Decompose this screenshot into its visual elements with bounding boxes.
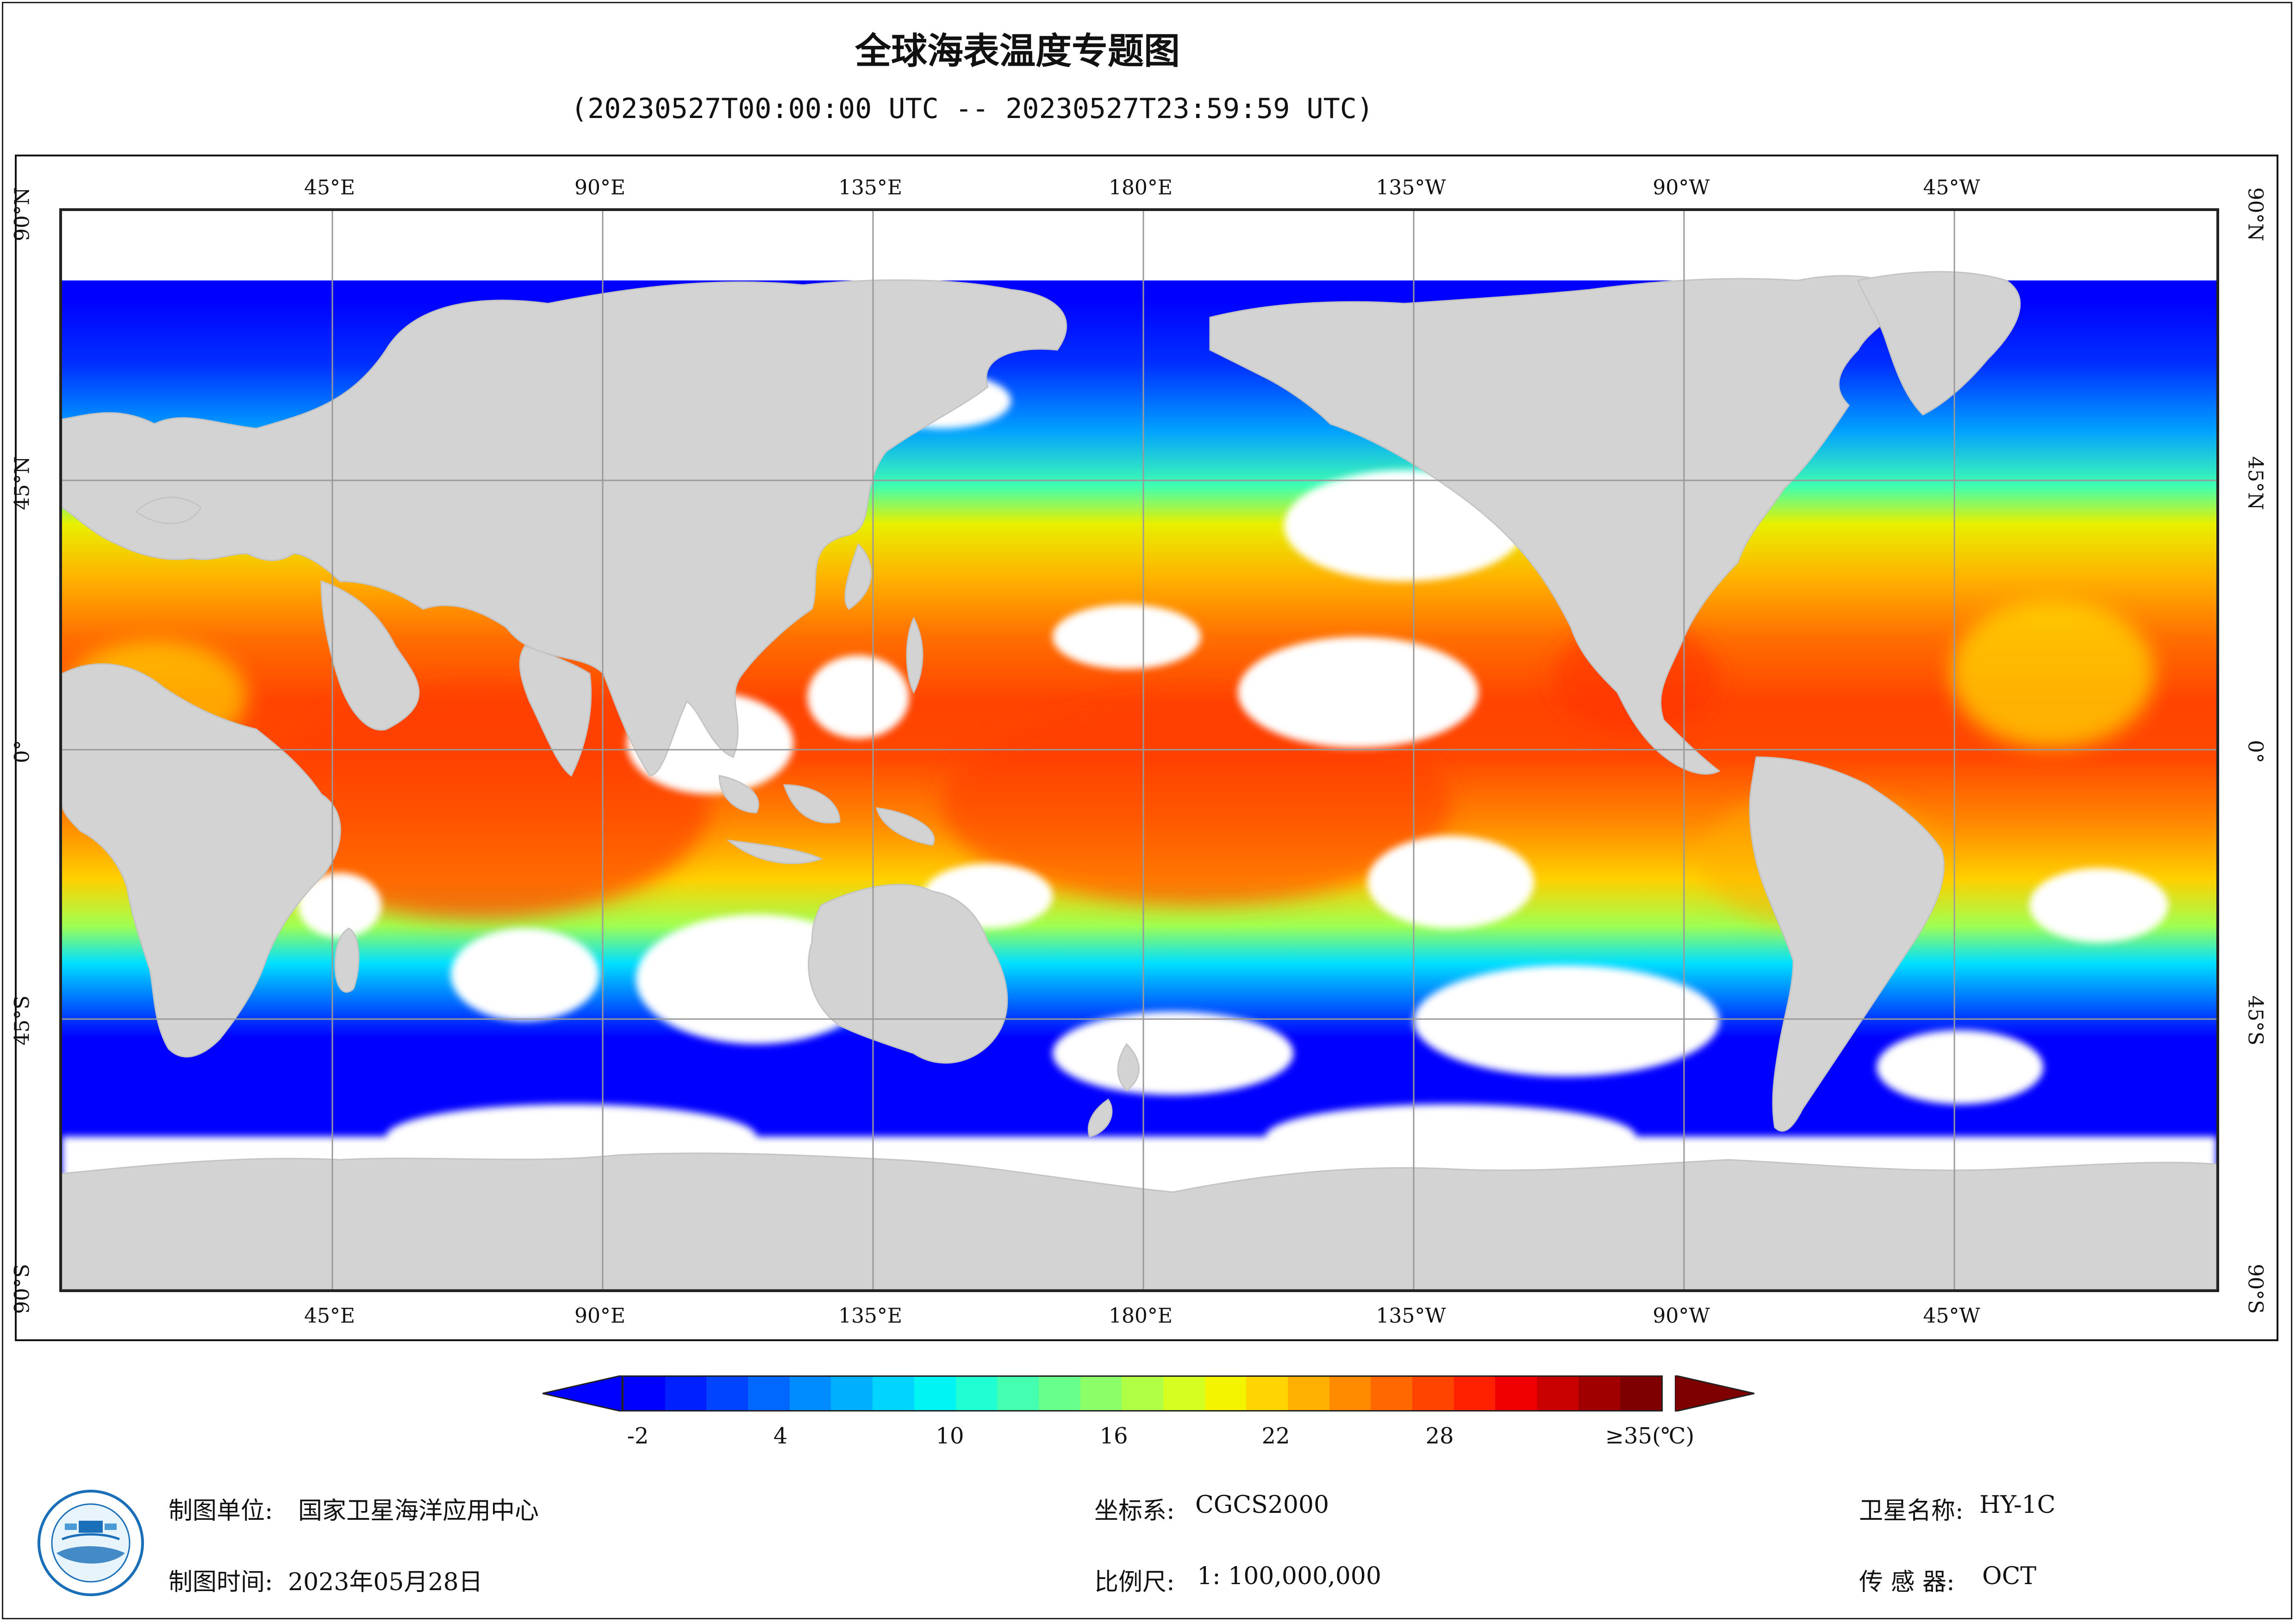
scale-label: 比例尺: xyxy=(1094,1568,1175,1596)
lon-label-45w-top: 45°W xyxy=(1923,176,1980,199)
colorbar-segment xyxy=(1371,1377,1413,1410)
colorbar-segment xyxy=(1495,1377,1537,1410)
lat-label-90n-right: 90°N xyxy=(2243,187,2267,242)
colorbar-segment xyxy=(1454,1377,1496,1410)
lon-label-135e-top: 135°E xyxy=(838,176,903,199)
satellite-label: 卫星名称: xyxy=(1859,1497,1964,1525)
colorbar xyxy=(622,1375,1663,1412)
sst-map-canvas xyxy=(62,211,2216,1289)
lon-label-135e-bottom: 135°E xyxy=(838,1304,903,1328)
arctic-no-data xyxy=(62,211,2216,280)
sensor-value: OCT xyxy=(1982,1562,2037,1590)
colorbar-segment xyxy=(1578,1377,1620,1410)
lat-label-45s-right: 45°S xyxy=(2243,995,2267,1046)
scale-value: 1: 100,000,000 xyxy=(1197,1562,1381,1590)
colorbar-segment xyxy=(748,1377,790,1410)
colorbar-tick-10: 10 xyxy=(936,1423,964,1449)
lat-label-90s-right: 90°S xyxy=(2243,1263,2267,1314)
colorbar-segment xyxy=(1329,1377,1371,1410)
colorbar-segment xyxy=(1038,1377,1080,1410)
lon-label-90w-top: 90°W xyxy=(1653,176,1710,199)
lat-label-45s-left: 45°S xyxy=(10,995,34,1046)
graticule xyxy=(62,211,2216,1289)
colorbar-segment xyxy=(831,1377,873,1410)
colorbar-over-arrow xyxy=(1675,1375,1754,1412)
colorbar-segment xyxy=(1288,1377,1329,1410)
colorbar-tick-35: ≥35(℃) xyxy=(1605,1423,1695,1449)
lat-label-45n-left: 45°N xyxy=(10,456,34,510)
colorbar-segments xyxy=(624,1377,1662,1410)
colorbar-segment xyxy=(706,1377,749,1410)
lon-label-90w-bottom: 90°W xyxy=(1653,1304,1710,1328)
colorbar-tick-4: 4 xyxy=(773,1423,788,1449)
crs-value: CGCS2000 xyxy=(1195,1491,1329,1519)
colorbar-tick-16: 16 xyxy=(1099,1423,1128,1449)
colorbar-segment xyxy=(955,1377,998,1410)
crs-label: 坐标系: xyxy=(1094,1497,1175,1525)
lon-label-90e-bottom: 90°E xyxy=(574,1304,626,1328)
colorbar-tick-28: 28 xyxy=(1425,1423,1454,1449)
lat-label-45n-right: 45°N xyxy=(2243,456,2267,510)
colorbar-segment xyxy=(873,1377,914,1410)
colorbar-tick-22: 22 xyxy=(1261,1423,1290,1449)
land xyxy=(62,271,2216,1289)
lon-label-45e-bottom: 45°E xyxy=(304,1304,356,1328)
map-title: 全球海表温度专题图 xyxy=(855,31,1180,72)
lat-label-0-left: 0° xyxy=(10,740,34,763)
colorbar-segment xyxy=(665,1377,707,1410)
map-time-label: 制图时间: xyxy=(168,1568,273,1596)
lon-label-135w-bottom: 135°W xyxy=(1376,1304,1446,1328)
nsoas-logo-icon xyxy=(37,1490,144,1596)
colorbar-segment xyxy=(1080,1377,1122,1410)
sst-map xyxy=(59,208,2219,1292)
lon-label-135w-top: 135°W xyxy=(1376,176,1446,199)
colorbar-segment xyxy=(914,1377,956,1410)
colorbar-segment xyxy=(1122,1377,1163,1410)
colorbar-segment xyxy=(1204,1377,1247,1410)
map-frame xyxy=(15,155,2278,1341)
lat-label-90s-left: 90°S xyxy=(10,1263,34,1314)
colorbar-segment xyxy=(1163,1377,1205,1410)
lat-label-0-right: 0° xyxy=(2243,740,2267,763)
colorbar-segment xyxy=(997,1377,1039,1410)
lat-label-90n-left: 90°N xyxy=(10,187,34,242)
colorbar-segment xyxy=(1412,1377,1454,1410)
map-time-value: 2023年05月28日 xyxy=(288,1568,483,1596)
colorbar-segment xyxy=(1537,1377,1578,1410)
lon-label-180-top: 180°E xyxy=(1108,176,1173,199)
lon-label-45w-bottom: 45°W xyxy=(1923,1304,1980,1328)
lon-label-45e-top: 45°E xyxy=(304,176,356,199)
lon-label-90e-top: 90°E xyxy=(574,176,626,199)
org-value: 国家卫星海洋应用中心 xyxy=(298,1497,539,1525)
colorbar-segment xyxy=(1246,1377,1288,1410)
colorbar-tick-minus2: -2 xyxy=(627,1423,649,1449)
org-label: 制图单位: xyxy=(168,1497,273,1525)
colorbar-under-arrow xyxy=(543,1375,622,1412)
colorbar-segment xyxy=(1620,1377,1662,1410)
sensor-label: 传 感 器: xyxy=(1859,1568,1955,1596)
time-range: (20230527T00:00:00 UTC -- 20230527T23:59… xyxy=(571,93,1373,125)
satellite-value: HY-1C xyxy=(1979,1491,2056,1519)
lon-label-180-bottom: 180°E xyxy=(1108,1304,1173,1328)
colorbar-segment xyxy=(789,1377,831,1410)
colorbar-segment xyxy=(624,1377,665,1410)
